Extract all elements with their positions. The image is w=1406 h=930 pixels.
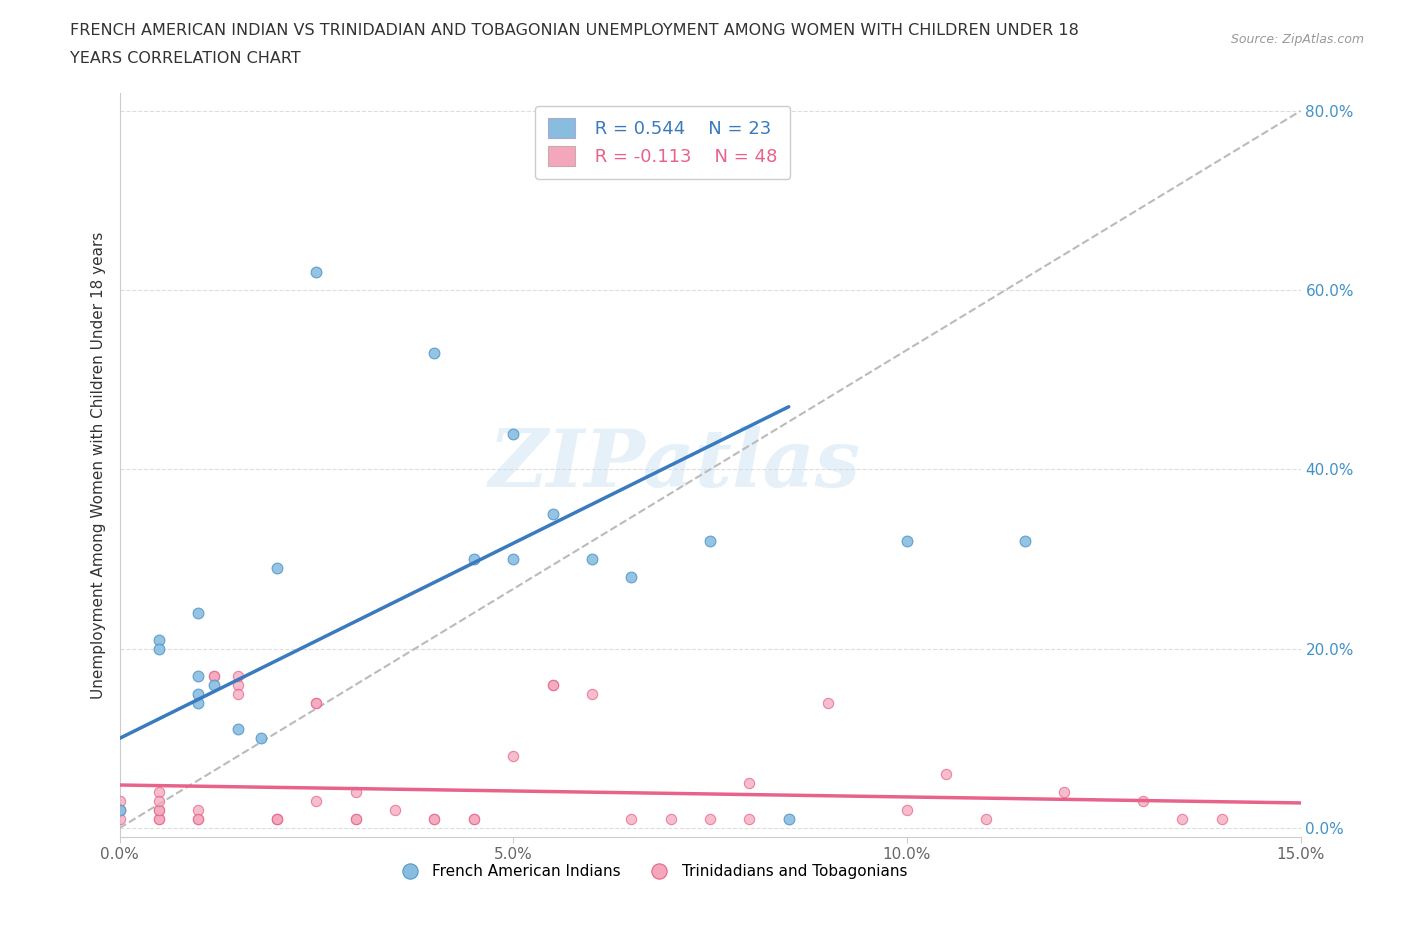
Y-axis label: Unemployment Among Women with Children Under 18 years: Unemployment Among Women with Children U… bbox=[90, 232, 105, 698]
Point bbox=[108, 803, 131, 817]
Point bbox=[738, 776, 761, 790]
Point bbox=[541, 677, 564, 692]
Point bbox=[266, 812, 288, 827]
Point bbox=[699, 534, 721, 549]
Point bbox=[463, 551, 485, 566]
Point bbox=[1014, 534, 1036, 549]
Point bbox=[344, 785, 367, 800]
Text: YEARS CORRELATION CHART: YEARS CORRELATION CHART bbox=[70, 51, 301, 66]
Point bbox=[202, 669, 225, 684]
Point bbox=[423, 346, 446, 361]
Point bbox=[148, 803, 170, 817]
Point bbox=[108, 803, 131, 817]
Point bbox=[1171, 812, 1194, 827]
Point bbox=[463, 812, 485, 827]
Point bbox=[935, 767, 957, 782]
Point bbox=[344, 812, 367, 827]
Point bbox=[305, 695, 328, 710]
Point bbox=[974, 812, 997, 827]
Point bbox=[581, 686, 603, 701]
Point bbox=[502, 426, 524, 441]
Point bbox=[187, 812, 209, 827]
Point bbox=[148, 803, 170, 817]
Point bbox=[423, 812, 446, 827]
Point bbox=[305, 265, 328, 280]
Point bbox=[226, 686, 249, 701]
Point bbox=[148, 812, 170, 827]
Point bbox=[384, 803, 406, 817]
Point bbox=[738, 812, 761, 827]
Point bbox=[226, 677, 249, 692]
Point bbox=[202, 677, 225, 692]
Point bbox=[148, 642, 170, 657]
Point bbox=[502, 749, 524, 764]
Point bbox=[620, 812, 643, 827]
Point bbox=[148, 812, 170, 827]
Point bbox=[1053, 785, 1076, 800]
Point bbox=[896, 534, 918, 549]
Point bbox=[502, 551, 524, 566]
Point bbox=[187, 812, 209, 827]
Point bbox=[266, 812, 288, 827]
Point bbox=[581, 551, 603, 566]
Text: ZIPatlas: ZIPatlas bbox=[488, 426, 860, 504]
Point bbox=[202, 669, 225, 684]
Point bbox=[1211, 812, 1233, 827]
Point bbox=[187, 695, 209, 710]
Point bbox=[148, 785, 170, 800]
Point bbox=[226, 722, 249, 737]
Point bbox=[896, 803, 918, 817]
Point bbox=[541, 677, 564, 692]
Point bbox=[305, 793, 328, 808]
Point bbox=[817, 695, 839, 710]
Point bbox=[266, 561, 288, 576]
Legend: French American Indians, Trinidadians and Tobagonians: French American Indians, Trinidadians an… bbox=[388, 858, 914, 885]
Point bbox=[187, 686, 209, 701]
Point bbox=[266, 812, 288, 827]
Point bbox=[187, 605, 209, 620]
Point bbox=[423, 812, 446, 827]
Point bbox=[250, 731, 273, 746]
Point bbox=[344, 812, 367, 827]
Point bbox=[463, 812, 485, 827]
Point bbox=[226, 669, 249, 684]
Text: FRENCH AMERICAN INDIAN VS TRINIDADIAN AND TOBAGONIAN UNEMPLOYMENT AMONG WOMEN WI: FRENCH AMERICAN INDIAN VS TRINIDADIAN AN… bbox=[70, 23, 1080, 38]
Point bbox=[108, 793, 131, 808]
Point bbox=[108, 812, 131, 827]
Point bbox=[148, 632, 170, 647]
Point bbox=[305, 695, 328, 710]
Point bbox=[148, 793, 170, 808]
Text: Source: ZipAtlas.com: Source: ZipAtlas.com bbox=[1230, 33, 1364, 46]
Point bbox=[187, 803, 209, 817]
Point bbox=[1132, 793, 1154, 808]
Point bbox=[620, 569, 643, 584]
Point bbox=[659, 812, 682, 827]
Point bbox=[187, 669, 209, 684]
Point bbox=[541, 507, 564, 522]
Point bbox=[699, 812, 721, 827]
Point bbox=[778, 812, 800, 827]
